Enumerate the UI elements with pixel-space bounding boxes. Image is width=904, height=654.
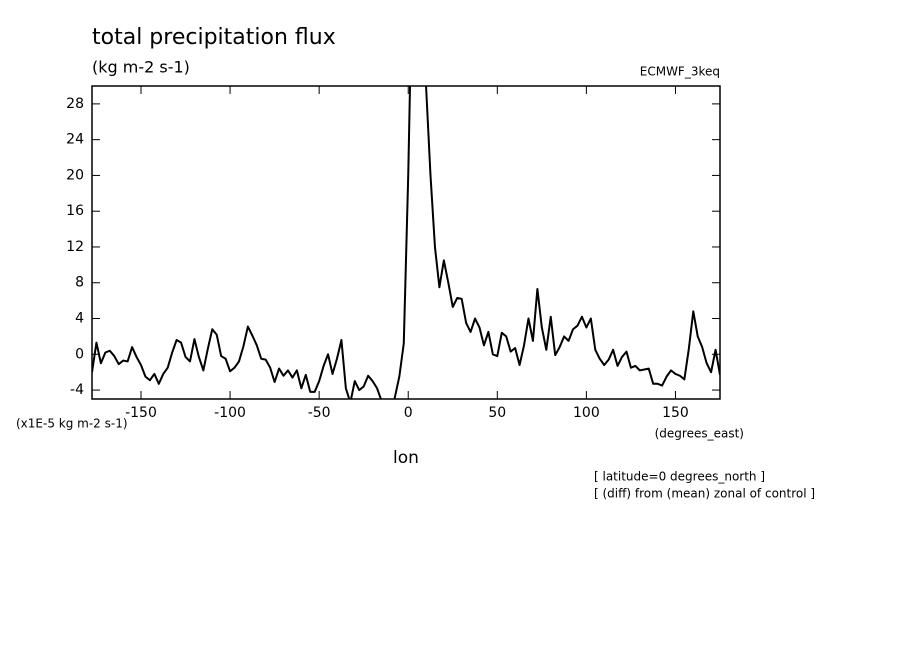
y-tick-label: 28 <box>66 96 84 112</box>
x-tick-label: -50 <box>308 405 331 421</box>
note: [ latitude=0 degrees_north ] <box>594 470 765 484</box>
x-tick-label: 50 <box>488 405 506 421</box>
x-tick-label: 0 <box>404 405 413 421</box>
data-line <box>92 86 720 399</box>
y-tick-label: -4 <box>70 382 84 398</box>
x-tick-label: -100 <box>214 405 246 421</box>
y-tick-label: 12 <box>66 239 84 255</box>
chart-title: total precipitation flux <box>92 25 336 50</box>
x-tick-label: -150 <box>125 405 157 421</box>
y-tick-label: 24 <box>66 132 84 148</box>
y-units: (x1E-5 kg m-2 s-1) <box>16 417 128 431</box>
x-tick-label: 150 <box>662 405 689 421</box>
note: [ (diff) from (mean) zonal of control ] <box>594 487 815 501</box>
y-tick-label: 16 <box>66 203 84 219</box>
x-units: (degrees_east) <box>655 427 744 441</box>
y-tick-label: 0 <box>75 346 84 362</box>
y-tick-label: 20 <box>66 167 84 183</box>
x-tick-label: 100 <box>573 405 600 421</box>
y-tick-label: 4 <box>75 311 84 327</box>
y-tick-label: 8 <box>75 275 84 291</box>
chart-subtitle: (kg m-2 s-1) <box>92 58 190 77</box>
plot-frame <box>91 85 721 400</box>
x-axis-label: lon <box>393 448 419 468</box>
dataset-label: ECMWF_3keq <box>640 65 720 79</box>
